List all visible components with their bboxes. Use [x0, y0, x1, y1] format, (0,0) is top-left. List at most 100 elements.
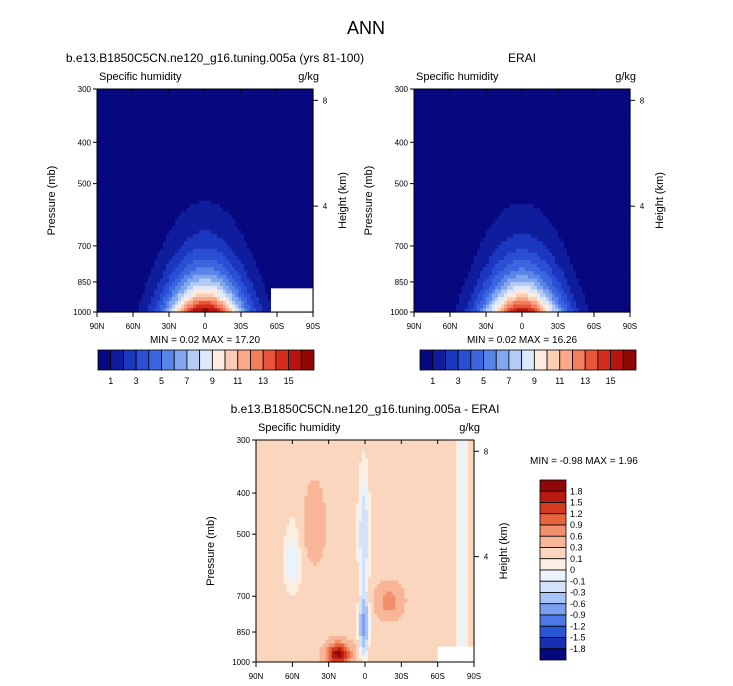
colorbar-label: 13	[580, 376, 590, 386]
min-max-stats: MIN = -0.98 MAX = 1.96	[530, 456, 638, 467]
x-tick-label: 30S	[394, 672, 408, 681]
colorbar-label: 0	[570, 565, 575, 575]
colorbar-swatch	[546, 349, 561, 371]
y-tick-label: 700	[78, 242, 92, 251]
colorbar-swatch	[97, 349, 112, 371]
colorbar-label: 7	[184, 376, 189, 386]
x-tick-label: 30N	[321, 672, 336, 681]
colorbar-swatch	[539, 580, 567, 593]
x-tick-label: 90N	[407, 322, 422, 331]
y-tick-label: 1000	[390, 308, 408, 317]
x-tick-label: 30S	[234, 322, 248, 331]
contour-field	[97, 89, 314, 313]
colorbar-swatch	[539, 502, 567, 515]
y-tick-label: 850	[395, 278, 409, 287]
min-max-stats: MIN = 0.02 MAX = 17.20	[150, 335, 260, 346]
colorbar-swatch	[539, 558, 567, 571]
x-tick-label: 0	[203, 322, 208, 331]
y-tick-label: 1000	[232, 658, 250, 667]
colorbar-label: 7	[506, 376, 511, 386]
missing-data-region	[437, 646, 474, 662]
colorbar-swatch	[539, 524, 567, 537]
colorbar-swatch	[521, 349, 535, 371]
colorbar-swatch	[432, 349, 446, 371]
colorbar-swatch	[186, 349, 201, 371]
x-tick-label: 90S	[467, 672, 481, 681]
colorbar-swatch	[539, 603, 567, 616]
colorbar-swatch	[173, 349, 188, 371]
y-tick-label: 850	[237, 628, 251, 637]
colorbar-label: -0.3	[570, 588, 586, 598]
colorbar-swatch	[539, 592, 567, 605]
colorbar-swatch	[539, 625, 567, 638]
x-tick-label: 60S	[431, 672, 445, 681]
colorbar-swatch	[483, 349, 497, 371]
x-tick-label: 60N	[443, 322, 458, 331]
x-tick-label: 30S	[551, 322, 565, 331]
colorbar-label: 13	[258, 376, 268, 386]
colorbar-swatch	[262, 349, 277, 371]
y-tick-label: 700	[395, 242, 409, 251]
y-axis-label: Pressure (mb)	[46, 166, 58, 236]
colorbar-swatch	[610, 349, 624, 371]
colorbar-swatch	[539, 479, 567, 492]
colorbar-label: 11	[555, 376, 564, 386]
x-tick-label: 60S	[270, 322, 284, 331]
y-tick-label: 500	[395, 180, 409, 189]
colorbar-label: 3	[134, 376, 139, 386]
height-tick-label: 4	[640, 202, 645, 211]
colorbar-label: 0.3	[570, 543, 583, 553]
colorbar-label: -0.6	[570, 599, 586, 609]
height-tick-label: 4	[484, 553, 489, 562]
y-tick-label: 300	[395, 85, 409, 94]
colorbar-label: -0.1	[570, 576, 586, 586]
y-tick-label: 1000	[73, 308, 91, 317]
colorbar-label: 1.2	[570, 509, 583, 519]
y-tick-label: 400	[237, 489, 251, 498]
y-tick-label: 400	[395, 138, 409, 147]
height-tick-label: 4	[323, 202, 328, 211]
height-axis-label: Height (km)	[337, 172, 349, 229]
colorbar-swatch	[572, 349, 586, 371]
colorbar-label: 0.1	[570, 554, 583, 564]
colorbar-swatch	[224, 349, 239, 371]
colorbar-swatch	[539, 614, 567, 627]
x-tick-label: 60N	[285, 672, 300, 681]
x-tick-label: 0	[363, 672, 368, 681]
colorbar-swatch	[559, 349, 573, 371]
colorbar-swatch	[419, 349, 434, 371]
y-axis-label: Pressure (mb)	[205, 516, 217, 586]
x-tick-label: 0	[520, 322, 525, 331]
colorbar-label: 1.5	[570, 498, 583, 508]
colorbar-label: 15	[284, 376, 294, 386]
colorbar-swatch	[508, 349, 523, 371]
colorbar-swatch	[470, 349, 484, 371]
colorbar: 1 3 5 7 9 11 13 15	[419, 349, 637, 386]
colorbar-label: -1.5	[570, 633, 586, 643]
colorbar-swatch	[622, 349, 637, 371]
colorbar-swatch	[237, 349, 251, 371]
colorbar-swatch	[539, 490, 567, 503]
colorbar-swatch	[539, 535, 567, 548]
colorbar-swatch	[539, 648, 567, 661]
colorbar-swatch	[539, 637, 567, 650]
y-tick-label: 500	[237, 530, 251, 539]
colorbar-swatch	[539, 547, 567, 560]
colorbar-label: 0.6	[570, 531, 583, 541]
panel-left-label: Specific humidity	[416, 71, 499, 83]
x-tick-label: 90S	[623, 322, 637, 331]
height-axis-label: Height (km)	[498, 523, 510, 580]
x-tick-label: 90N	[249, 672, 264, 681]
panel-unit-label: g/kg	[459, 422, 480, 434]
x-tick-label: 90N	[90, 322, 105, 331]
colorbar-swatch	[584, 349, 599, 371]
y-tick-label: 300	[78, 85, 92, 94]
colorbar-swatch	[123, 349, 137, 371]
min-max-stats: MIN = 0.02 MAX = 16.26	[467, 335, 577, 346]
x-tick-label: 60S	[587, 322, 601, 331]
colorbar: 1.81.51.20.90.60.30.10-0.1-0.3-0.6-0.9-1…	[539, 479, 586, 661]
panel-unit-label: g/kg	[298, 71, 319, 83]
missing-data-region	[271, 288, 313, 312]
colorbar-swatch	[495, 349, 510, 371]
